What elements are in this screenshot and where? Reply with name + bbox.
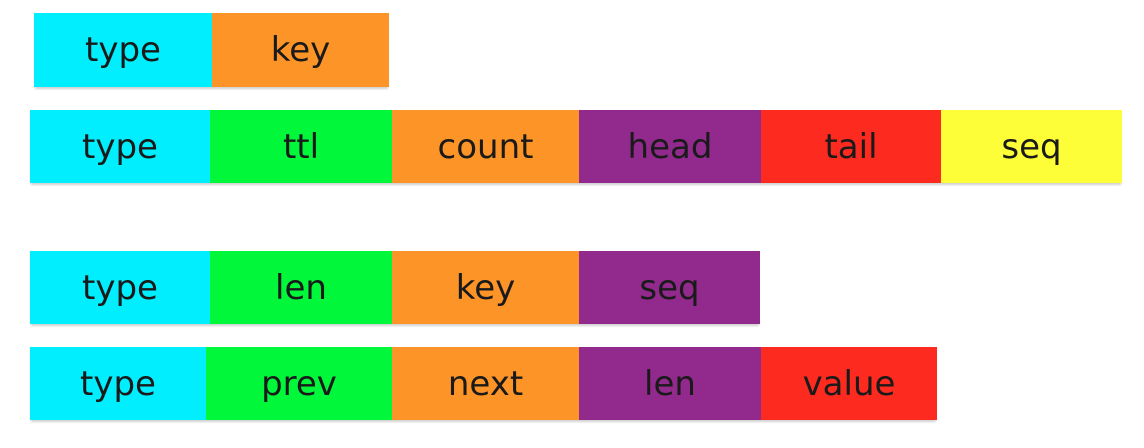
field-cell-count: count [392, 110, 579, 183]
record-row-1: type key [34, 13, 389, 87]
field-cell-seq: seq [579, 251, 760, 324]
field-cell-prev: prev [206, 347, 392, 420]
field-cell-ttl: ttl [210, 110, 392, 183]
field-cell-type: type [30, 347, 206, 420]
field-cell-seq: seq [941, 110, 1122, 183]
field-cell-value: value [761, 347, 937, 420]
field-cell-type: type [30, 110, 210, 183]
field-cell-head: head [579, 110, 761, 183]
field-cell-key: key [212, 13, 389, 87]
record-row-4: type prev next len value [30, 347, 937, 420]
field-cell-tail: tail [761, 110, 941, 183]
field-cell-type: type [30, 251, 210, 324]
field-cell-next: next [392, 347, 579, 420]
record-row-3: type len key seq [30, 251, 760, 324]
record-row-2: type ttl count head tail seq [30, 110, 1122, 183]
field-cell-type: type [34, 13, 212, 87]
field-cell-len: len [210, 251, 392, 324]
field-cell-key: key [392, 251, 579, 324]
field-cell-len: len [579, 347, 761, 420]
